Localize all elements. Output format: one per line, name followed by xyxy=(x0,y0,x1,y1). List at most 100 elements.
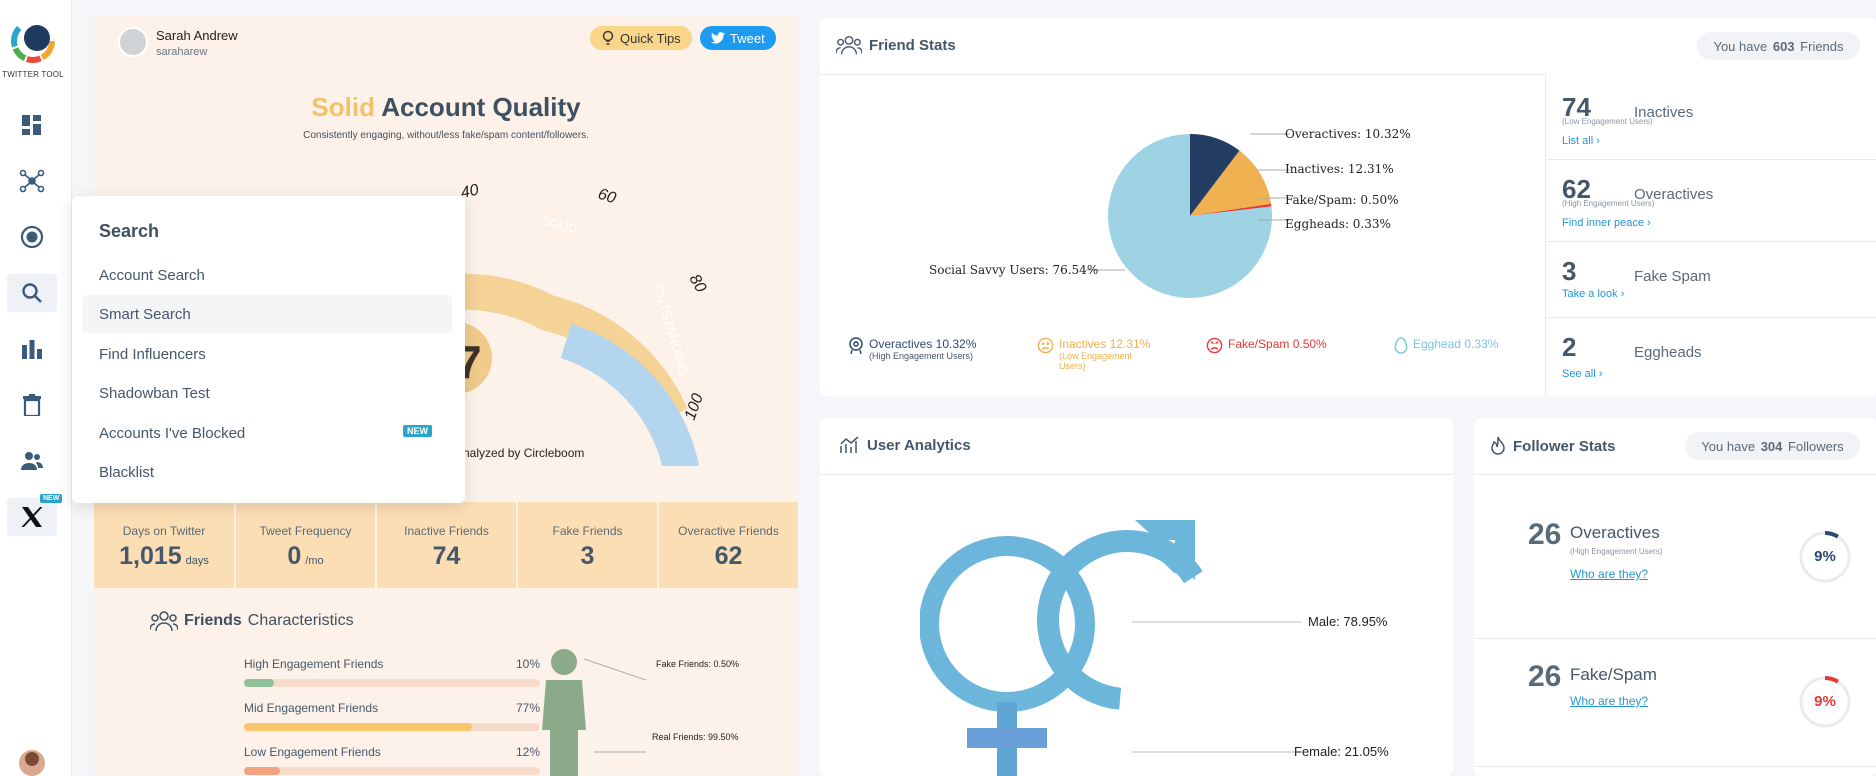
bar-chart-icon[interactable] xyxy=(7,330,57,368)
stat-overactive-friends: Overactive Friends 62 xyxy=(659,502,798,588)
stat-value: 0/mo xyxy=(236,542,375,571)
friend-stats-vdivider xyxy=(1545,74,1546,396)
follower-stat-label: Overactives xyxy=(1570,523,1660,542)
quality-title-rest: Account Quality xyxy=(381,92,581,122)
pill-pre: You have xyxy=(1701,438,1756,454)
figure-leader-lines xyxy=(584,658,647,753)
fc-row-label: High Engagement Friends xyxy=(244,657,384,671)
fc-title-rest: Characteristics xyxy=(247,612,354,629)
app-logo[interactable] xyxy=(10,18,56,64)
overactive-icon xyxy=(849,337,863,355)
target-icon[interactable] xyxy=(7,218,57,256)
follower-stats-card xyxy=(1474,418,1876,776)
side-stat-link[interactable]: List all › xyxy=(1562,135,1600,147)
card-title-text: User Analytics xyxy=(867,436,971,454)
side-stat-num: 62 xyxy=(1562,174,1591,204)
follower-row-divider xyxy=(1474,638,1876,639)
who-are-they-link[interactable]: Who are they? xyxy=(1570,567,1649,581)
angry-face-icon xyxy=(1206,337,1223,354)
menu-item-blacklist[interactable]: Blacklist xyxy=(99,463,155,481)
pie-label-overactives: Overactives: 10.32% xyxy=(1285,127,1411,141)
stat-label: Overactive Friends xyxy=(678,524,779,538)
trash-icon[interactable] xyxy=(7,386,57,424)
analytics-chart-icon xyxy=(840,436,859,453)
tweet-button[interactable]: Tweet xyxy=(700,26,776,50)
stat-label: Fake Friends xyxy=(552,524,623,538)
quick-tips-button[interactable]: Quick Tips xyxy=(590,26,692,50)
side-stat-inactives: 74 Inactives (Low Engagement Users) List… xyxy=(1546,78,1876,160)
stat-tweet-frequency: Tweet Frequency 0/mo xyxy=(236,502,375,588)
quality-title: Solid Account Quality xyxy=(94,92,798,123)
side-stat-label: Overactives xyxy=(1634,186,1714,203)
profile-name: Sarah Andrew xyxy=(156,28,238,43)
menu-item-account-search[interactable]: Account Search xyxy=(99,266,205,284)
pie-label-eggheads: Eggheads: 0.33% xyxy=(1285,217,1391,231)
side-stat-link[interactable]: See all › xyxy=(1562,368,1603,380)
friend-stats-divider xyxy=(820,74,1544,75)
side-stat-label: Fake Spam xyxy=(1634,268,1711,285)
follower-stats-title: Follower Stats xyxy=(1490,436,1616,456)
pie-label-fakespam: Fake/Spam: 0.50% xyxy=(1285,193,1399,207)
gender-leader-lines xyxy=(1132,621,1302,753)
fake-friends-label: Fake Friends: 0.50% xyxy=(656,659,740,669)
fc-bar-fill xyxy=(244,679,274,687)
side-stat-sub: (High Engagement Users) xyxy=(1562,199,1655,208)
side-stat-link[interactable]: Take a look › xyxy=(1562,288,1625,300)
pill-count: 603 xyxy=(1772,38,1795,54)
pill-post: Friends xyxy=(1800,38,1844,54)
stat-unit: days xyxy=(185,555,209,567)
fc-bar-fill xyxy=(244,767,280,775)
menu-item-find-influencers[interactable]: Find Influencers xyxy=(99,345,206,363)
x-logo-icon[interactable] xyxy=(7,498,57,536)
side-stat-label: Eggheads xyxy=(1634,344,1702,361)
stat-label: Days on Twitter xyxy=(122,524,206,538)
friends-count-pill: You have 603 Friends xyxy=(1697,32,1860,60)
user-avatar[interactable] xyxy=(19,750,45,776)
pie-slice-social-savvy-users xyxy=(1108,134,1272,298)
friend-pie-chart xyxy=(1108,134,1272,298)
pie-slice-fake-spam xyxy=(1190,203,1272,216)
side-stat-link[interactable]: Find inner peace › xyxy=(1562,217,1651,229)
donut-fill xyxy=(1799,531,1851,583)
side-stat-fake-spam: 3 Fake Spam Take a look › xyxy=(1546,242,1876,318)
link-text: List all xyxy=(1562,135,1594,147)
users-icon[interactable] xyxy=(7,442,57,480)
follower-donut-fakespam xyxy=(1799,676,1851,728)
gauge-tick-40: 40 xyxy=(459,182,480,202)
search-dropdown-menu: Search Account Search Smart Search Find … xyxy=(72,196,465,503)
stat-value: 3 xyxy=(580,542,595,570)
fc-bar-fill xyxy=(244,723,472,731)
fc-row-label: Mid Engagement Friends xyxy=(244,701,379,715)
pill-count: 304 xyxy=(1760,438,1783,454)
network-icon[interactable] xyxy=(7,162,57,200)
side-stat-eggheads: 2 Eggheads See all › xyxy=(1546,318,1876,396)
fc-title-bold: Friends xyxy=(184,612,242,629)
dashboard-icon[interactable] xyxy=(7,106,57,144)
search-icon[interactable] xyxy=(7,274,57,312)
tweet-label: Tweet xyxy=(730,30,765,46)
menu-item-smart-search[interactable]: Smart Search xyxy=(82,295,452,333)
side-stat-sub: (Low Engagement Users) xyxy=(1562,117,1653,126)
who-are-they-link[interactable]: Who are they? xyxy=(1570,694,1649,708)
pill-pre: You have xyxy=(1713,38,1768,54)
link-text: See all xyxy=(1562,368,1596,380)
profile-avatar[interactable] xyxy=(118,27,148,57)
legend-label: Inactives 12.31% xyxy=(1059,337,1151,351)
follower-stat-num: 26 xyxy=(1528,518,1562,551)
pie-leader-lines xyxy=(1085,133,1290,271)
friend-stats-title: Friend Stats xyxy=(836,34,956,56)
gauge-tick-80: 80 xyxy=(686,272,710,296)
legend-inactives: Inactives 12.31% (Low Engagement Users) xyxy=(1037,337,1150,371)
legend-sub: (Low Engagement Users) xyxy=(1059,351,1133,371)
fc-bar-track xyxy=(244,679,540,687)
stat-days-on-twitter: Days on Twitter 1,015 days xyxy=(94,502,234,588)
stat-value: 1,015 days xyxy=(94,542,234,571)
pill-post: Followers xyxy=(1788,438,1844,454)
follower-row-divider xyxy=(1474,766,1876,767)
menu-item-shadowban-test[interactable]: Shadowban Test xyxy=(99,384,210,402)
menu-item-accounts-blocked[interactable]: Accounts I've Blocked xyxy=(99,424,246,442)
pie-label-social-savvy: Social Savvy Users: 76.54% xyxy=(929,263,1099,277)
quality-subtitle: Consistently engaging, without/less fake… xyxy=(303,130,589,141)
legend-fakespam: Fake/Spam 0.50% xyxy=(1206,337,1327,354)
profile-handle: saraharew xyxy=(156,46,208,58)
